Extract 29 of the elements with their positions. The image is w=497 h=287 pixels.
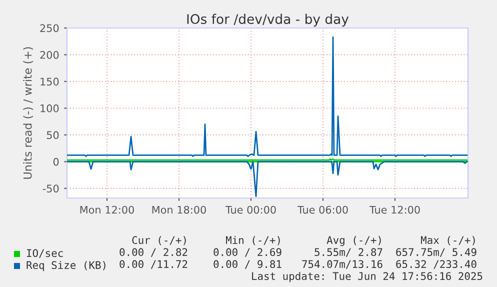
text: Last update: Tue Jun 24 17:56:16 2025: [252, 272, 482, 282]
text: 754.07m/13.16: [302, 260, 382, 269]
x-tick-label: Tue 06:00: [297, 206, 348, 214]
x-tick-label: Tue 12:00: [369, 206, 420, 214]
text: Max (-/+): [420, 236, 475, 246]
y-tick-label: 250: [40, 24, 59, 32]
text: 0.00 / 2.69: [214, 248, 282, 257]
y-tick-label: 200: [40, 50, 59, 59]
text: 5.55m/ 2.87: [314, 248, 382, 257]
y-tick-label: 150: [40, 78, 59, 86]
legend-label: IO/sec: [27, 249, 63, 258]
y-tick-label: 50: [46, 131, 59, 140]
chart-title: IOs for /dev/vda - by day: [187, 14, 349, 27]
x-tick-label: Tue 00:00: [225, 206, 276, 214]
x-tick-label: Mon 18:00: [152, 206, 206, 214]
text: Min (-/+): [226, 236, 280, 246]
text: Cur (-/+): [132, 236, 186, 246]
y-axis-title: Units read (-) / write (+): [23, 47, 34, 179]
text: 657.75m/ 5.49: [396, 248, 476, 257]
y-tick-label: 100: [40, 104, 59, 112]
y-tick-label: -50: [42, 184, 59, 192]
y-tick-label: 0: [53, 158, 59, 166]
text: 65.32 /233.40: [396, 260, 476, 269]
text: Avg (-/+): [326, 236, 381, 246]
text: 0.00 / 9.81: [214, 260, 282, 269]
text: 0.00 / 2.82: [120, 248, 188, 257]
legend-label: Req Size (KB): [26, 260, 106, 272]
x-tick-label: Mon 12:00: [80, 206, 134, 214]
text: 0.00 /11.72: [120, 260, 188, 269]
